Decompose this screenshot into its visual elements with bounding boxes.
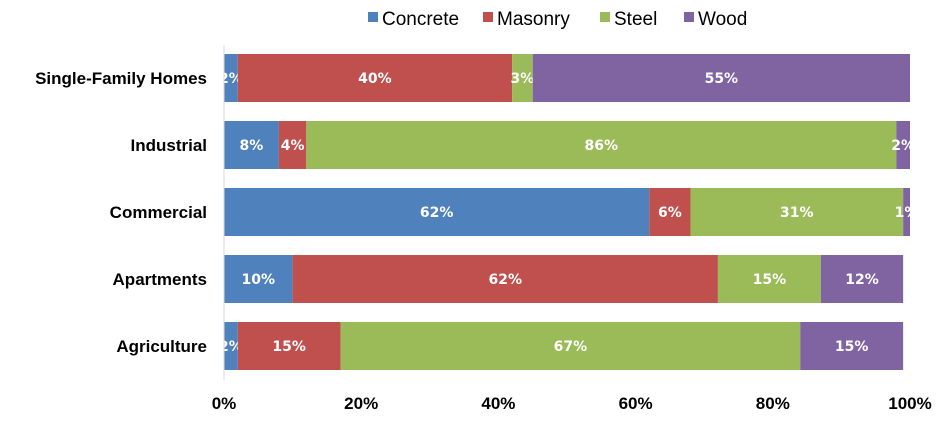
category-label-industrial: Industrial [130,136,207,155]
data-label-steel-apartments: 15% [753,272,787,288]
legend: Concrete Masonry Steel Wood [368,9,747,30]
x-tick-label: 60% [619,394,653,413]
bar-masonry-industrial [278,121,307,169]
bar-wood-single-family-homes [532,54,910,102]
category-label-commercial: Commercial [110,203,207,222]
legend-swatch-masonry [483,12,493,22]
x-tick-label: 80% [756,394,790,413]
bar-concrete-commercial [224,188,650,236]
bar-steel-apartments [717,255,821,303]
data-label-masonry-apartments: 62% [489,272,523,288]
data-label-concrete-single-family-homes: 2% [219,71,243,87]
x-axis: 0% 20% 40% 60% 80% 100% [212,394,932,413]
legend-swatch-concrete [368,12,378,22]
bar-steel-agriculture [340,322,801,370]
data-label-wood-agriculture: 15% [835,339,869,355]
category-label-agriculture: Agriculture [116,337,207,356]
data-label-steel-agriculture: 67% [554,339,588,355]
category-label-apartments: Apartments [113,270,207,289]
data-label-masonry-commercial: 6% [658,205,682,221]
data-label-masonry-industrial: 4% [281,138,305,154]
data-label-concrete-commercial: 62% [420,205,454,221]
bar-concrete-industrial [224,121,279,169]
category-labels: Single-Family Homes Industrial Commercial A… [35,69,207,356]
legend-swatch-steel [600,12,610,22]
bar-steel-single-family-homes [512,54,533,102]
bar-wood-commercial [903,188,910,236]
x-tick-label: 20% [344,394,378,413]
data-label-wood-single-family-homes: 55% [705,71,739,87]
data-label-wood-industrial: 2% [891,138,915,154]
data-label-concrete-agriculture: 2% [219,339,243,355]
legend-swatch-wood [684,12,694,22]
plot-area: 2% 40% 3% 55% 8% 4% 86% 2% 62% 6% 31% 1% 10% 62% 15% 12… [219,54,918,370]
bar-concrete-single-family-homes [224,54,238,102]
bar-wood-agriculture [800,322,904,370]
bar-wood-industrial [896,121,910,169]
bar-wood-apartments [820,255,904,303]
legend-label-concrete: Concrete [382,9,459,30]
legend-item-concrete: Concrete [368,9,459,30]
data-label-concrete-apartments: 10% [242,272,276,288]
legend-label-steel: Steel [614,9,657,30]
x-tick-label: 0% [212,394,237,413]
data-label-steel-industrial: 86% [585,138,619,154]
bar-masonry-single-family-homes [237,54,513,102]
x-tick-label: 100% [888,394,931,413]
legend-label-wood: Wood [698,9,747,30]
data-label-steel-commercial: 31% [780,205,814,221]
legend-item-wood: Wood [684,9,747,30]
data-label-masonry-agriculture: 15% [272,339,306,355]
data-label-wood-apartments: 12% [845,272,879,288]
bar-masonry-apartments [292,255,718,303]
data-label-steel-single-family-homes: 3% [511,71,535,87]
legend-label-masonry: Masonry [497,9,570,30]
bar-masonry-agriculture [237,322,341,370]
legend-item-steel: Steel [600,9,657,30]
bar-concrete-apartments [224,255,293,303]
bar-concrete-agriculture [224,322,238,370]
bar-steel-commercial [690,188,904,236]
x-tick-label: 40% [481,394,515,413]
data-label-wood-commercial: 1% [895,205,919,221]
data-label-masonry-single-family-homes: 40% [358,71,392,87]
data-label-concrete-industrial: 8% [240,138,264,154]
bar-steel-industrial [306,121,897,169]
bar-masonry-commercial [649,188,691,236]
category-label-single-family-homes: Single-Family Homes [35,69,207,88]
legend-item-masonry: Masonry [483,9,570,30]
